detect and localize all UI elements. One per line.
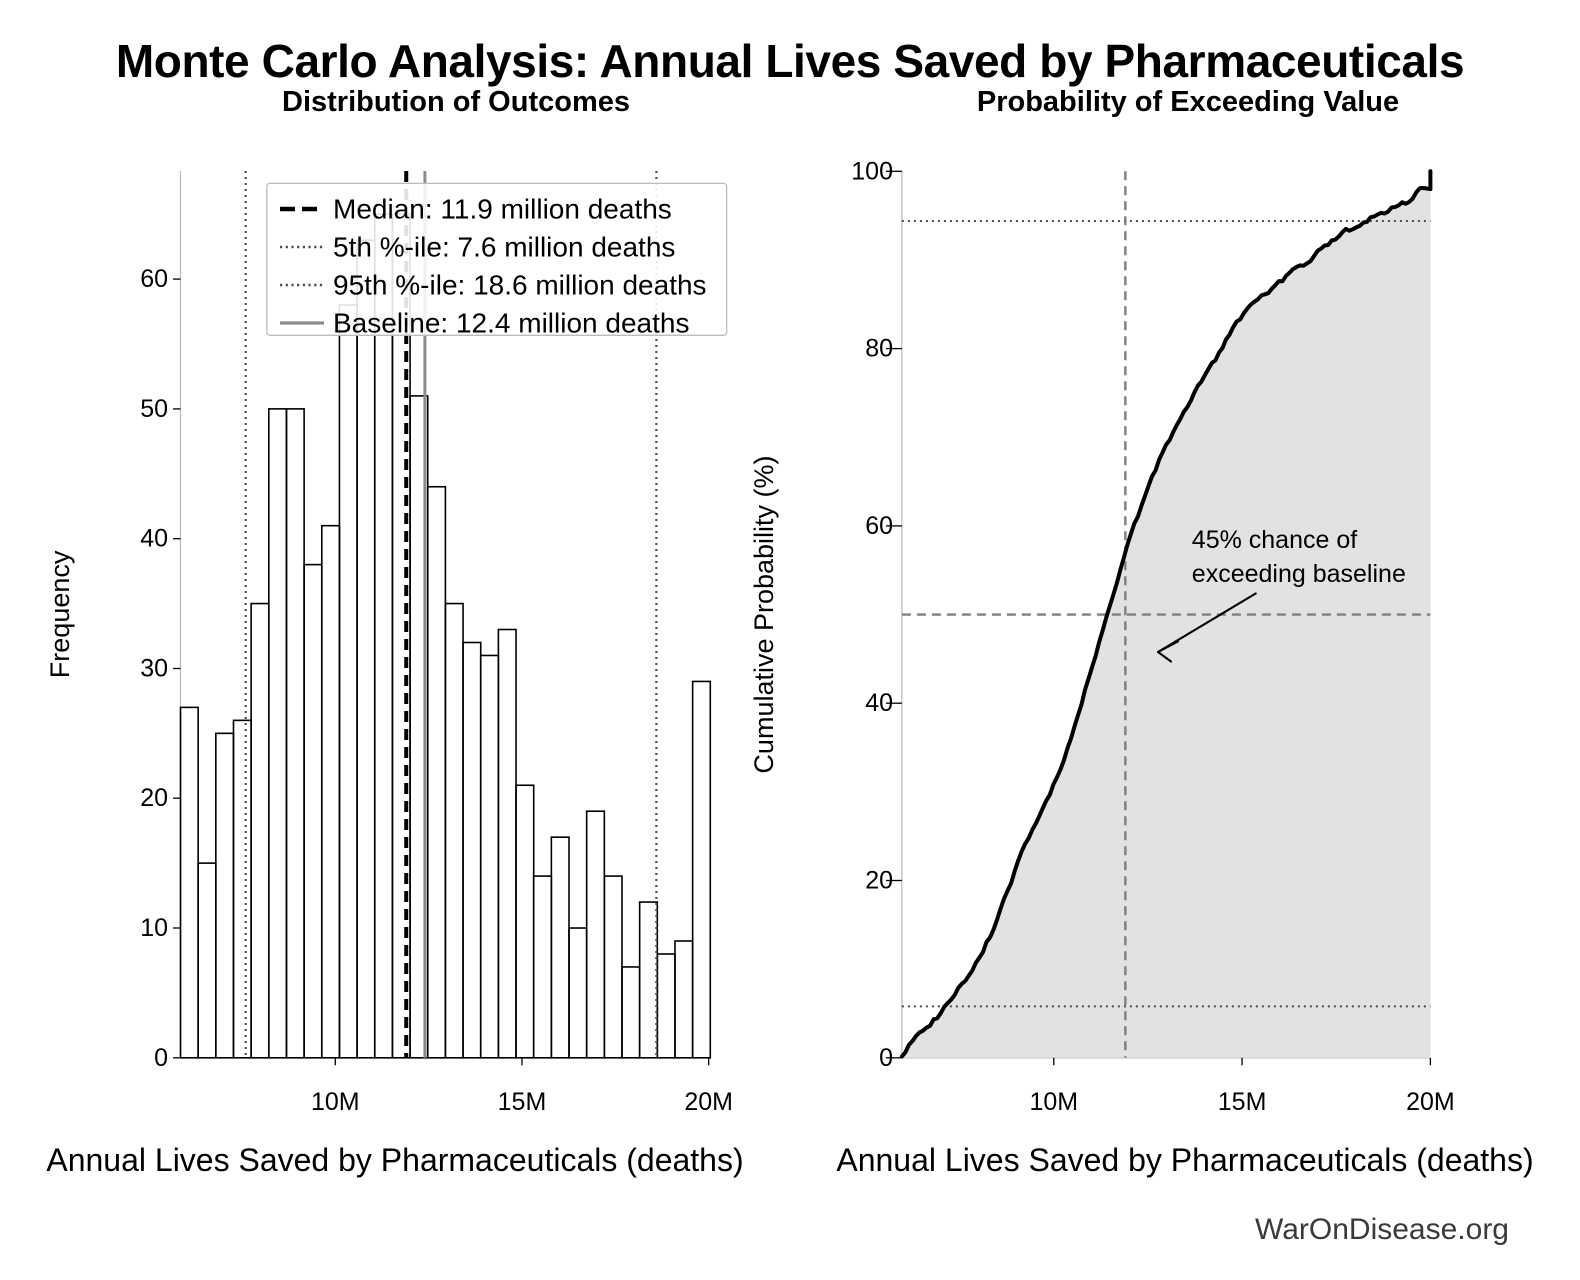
svg-text:40: 40: [140, 525, 168, 553]
svg-text:5th %-ile: 7.6 million deaths: 5th %-ile: 7.6 million deaths: [333, 232, 675, 263]
svg-text:30: 30: [140, 655, 168, 683]
svg-text:95th %-ile: 18.6 million death: 95th %-ile: 18.6 million deaths: [333, 270, 707, 301]
svg-text:0: 0: [154, 1044, 168, 1072]
svg-text:10: 10: [140, 914, 168, 942]
svg-text:15M: 15M: [1218, 1088, 1267, 1116]
svg-text:60: 60: [140, 265, 168, 293]
svg-text:45% chance of: 45% chance of: [1192, 526, 1357, 554]
svg-text:20M: 20M: [1406, 1088, 1455, 1116]
svg-text:10M: 10M: [1029, 1088, 1078, 1116]
svg-text:20: 20: [140, 784, 168, 812]
svg-text:Median: 11.9 million deaths: Median: 11.9 million deaths: [333, 194, 672, 225]
svg-text:10M: 10M: [311, 1088, 360, 1116]
svg-text:Cumulative Probability (%): Cumulative Probability (%): [749, 455, 779, 773]
svg-text:50: 50: [140, 395, 168, 423]
svg-text:Baseline: 12.4 million deaths: Baseline: 12.4 million deaths: [333, 308, 689, 339]
svg-text:15M: 15M: [498, 1088, 547, 1116]
svg-text:exceeding baseline: exceeding baseline: [1192, 560, 1406, 588]
svg-text:Frequency: Frequency: [45, 550, 75, 678]
svg-text:20M: 20M: [684, 1088, 733, 1116]
